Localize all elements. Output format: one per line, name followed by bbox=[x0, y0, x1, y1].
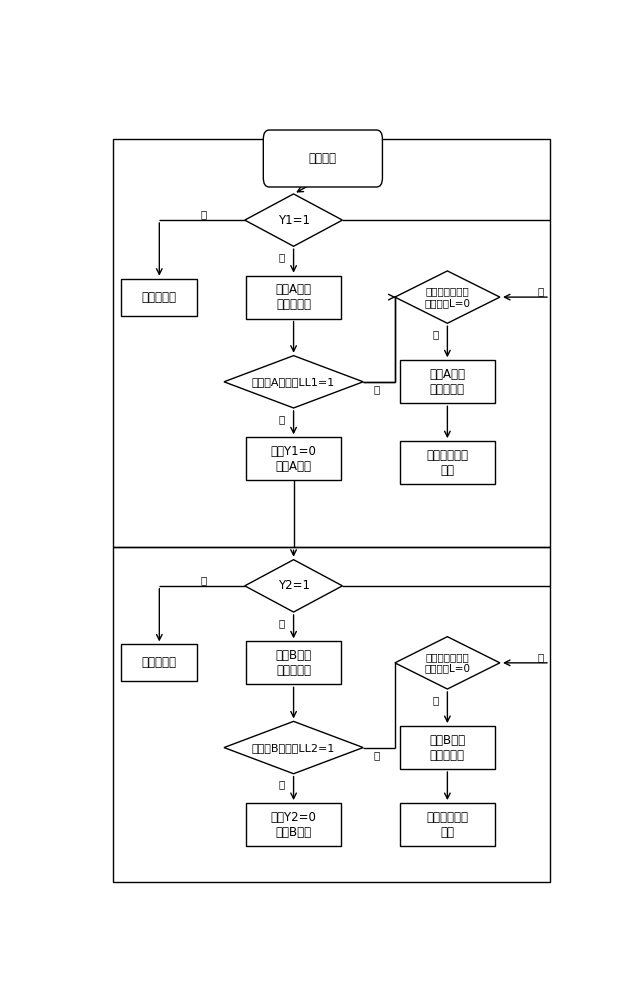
Bar bbox=[400, 803, 495, 846]
Text: 关闭B药阀
关闭输送泵: 关闭B药阀 关闭输送泵 bbox=[429, 734, 466, 762]
Bar bbox=[246, 641, 341, 684]
Text: 关闭输送泵: 关闭输送泵 bbox=[142, 291, 177, 304]
Text: 药剂需求: 药剂需求 bbox=[309, 152, 337, 165]
Bar bbox=[122, 279, 197, 316]
Bar bbox=[122, 644, 197, 681]
Text: 是: 是 bbox=[278, 618, 285, 628]
Text: 记录Y2=0
关闭B药阀: 记录Y2=0 关闭B药阀 bbox=[271, 811, 316, 839]
Polygon shape bbox=[224, 721, 363, 774]
Text: 电极液位发送器
液位状态L=0: 电极液位发送器 液位状态L=0 bbox=[425, 652, 471, 674]
Text: 记录Y1=0
关闭A药阀: 记录Y1=0 关闭A药阀 bbox=[271, 445, 316, 473]
Text: 开启B药阀
开启输送泵: 开启B药阀 开启输送泵 bbox=[275, 649, 312, 677]
Text: 是: 是 bbox=[278, 414, 285, 424]
Polygon shape bbox=[224, 356, 363, 408]
FancyBboxPatch shape bbox=[263, 130, 382, 187]
Bar bbox=[400, 441, 495, 484]
Text: 否: 否 bbox=[374, 384, 380, 394]
Text: 否: 否 bbox=[200, 209, 207, 219]
Text: 关闭A药阀
关闭输送泵: 关闭A药阀 关闭输送泵 bbox=[430, 368, 466, 396]
Polygon shape bbox=[395, 637, 500, 689]
Text: 电极液位发送器
液位状态L=0: 电极液位发送器 液位状态L=0 bbox=[425, 286, 471, 308]
Text: 是: 是 bbox=[432, 695, 438, 705]
Bar bbox=[113, 547, 550, 882]
Text: 否: 否 bbox=[374, 750, 380, 760]
Bar bbox=[246, 803, 341, 846]
Text: 关闭输送泵: 关闭输送泵 bbox=[142, 656, 177, 669]
Bar bbox=[113, 139, 550, 547]
Text: 检查故障点并
复位: 检查故障点并 复位 bbox=[427, 811, 468, 839]
Bar bbox=[400, 360, 495, 403]
Text: Y2=1: Y2=1 bbox=[278, 579, 309, 592]
Text: 否: 否 bbox=[537, 286, 543, 296]
Polygon shape bbox=[244, 194, 343, 246]
Text: Y1=1: Y1=1 bbox=[278, 214, 309, 227]
Bar bbox=[246, 437, 341, 480]
Text: 检查故障点并
复位: 检查故障点并 复位 bbox=[427, 449, 468, 477]
Text: 是: 是 bbox=[278, 252, 285, 262]
Text: 溶解箱B低液位LL2=1: 溶解箱B低液位LL2=1 bbox=[252, 743, 335, 753]
Text: 否: 否 bbox=[200, 575, 207, 585]
Text: 是: 是 bbox=[278, 780, 285, 790]
Text: 开启A药阀
开启输送泵: 开启A药阀 开启输送泵 bbox=[275, 283, 312, 311]
Polygon shape bbox=[244, 560, 343, 612]
Polygon shape bbox=[395, 271, 500, 323]
Text: 溶解箱A低液位LL1=1: 溶解箱A低液位LL1=1 bbox=[252, 377, 335, 387]
Bar bbox=[246, 276, 341, 319]
Bar bbox=[400, 726, 495, 769]
Text: 否: 否 bbox=[537, 652, 543, 662]
Text: 是: 是 bbox=[432, 329, 438, 339]
